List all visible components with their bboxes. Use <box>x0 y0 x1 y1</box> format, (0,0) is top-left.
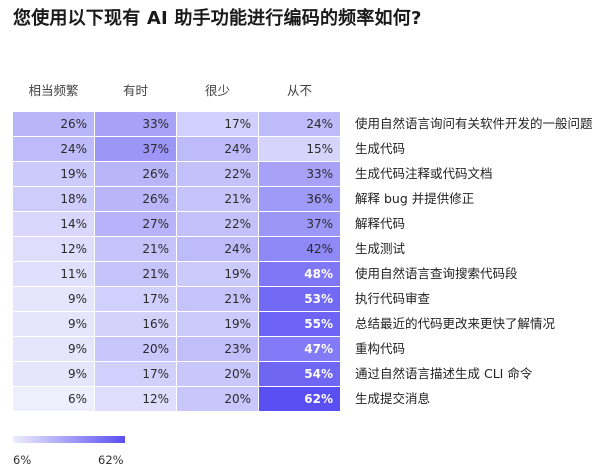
heatmap-cell: 6% <box>13 387 94 411</box>
heatmap-row: 6% 12% 20% 62% <box>13 387 341 412</box>
heatmap-row: 18% 26% 21% 36% <box>13 187 341 212</box>
heatmap-cell: 24% <box>177 237 258 261</box>
chart-title: 您使用以下现有 AI 助手功能进行编码的频率如何? <box>13 8 422 29</box>
heatmap-cell: 24% <box>177 137 258 161</box>
heatmap-cell: 33% <box>95 112 176 136</box>
heatmap-cell: 22% <box>177 212 258 236</box>
heatmap-cell: 21% <box>177 287 258 311</box>
heatmap-cell: 18% <box>13 187 94 211</box>
heatmap-cell: 24% <box>13 137 94 161</box>
heatmap-cell: 9% <box>13 337 94 361</box>
row-label: 解释代码 <box>355 216 406 231</box>
heatmap-cell: 20% <box>95 337 176 361</box>
heatmap-row: 24% 37% 24% 15% <box>13 137 341 162</box>
heatmap-cell: 54% <box>259 362 340 386</box>
column-header: 有时 <box>122 83 148 98</box>
heatmap-cell: 33% <box>259 162 340 186</box>
row-label: 解释 bug 并提供修正 <box>355 191 475 206</box>
row-label: 执行代码审查 <box>355 291 431 306</box>
row-label: 生成代码 <box>355 141 406 156</box>
row-label: 生成测试 <box>355 241 406 256</box>
heatmap-cell: 9% <box>13 287 94 311</box>
heatmap-row: 14% 27% 22% 37% <box>13 212 341 237</box>
heatmap-cell: 26% <box>95 162 176 186</box>
row-label: 生成代码注释或代码文档 <box>355 166 493 181</box>
legend-min-label: 6% <box>13 453 32 467</box>
heatmap-cell: 48% <box>259 262 340 286</box>
heatmap-cell: 21% <box>177 187 258 211</box>
heatmap-cell: 20% <box>177 362 258 386</box>
heatmap-cell: 36% <box>259 187 340 211</box>
heatmap-row: 9% 17% 20% 54% <box>13 362 341 387</box>
heatmap-cell: 16% <box>95 312 176 336</box>
heatmap-cell: 55% <box>259 312 340 336</box>
heatmap-cell: 23% <box>177 337 258 361</box>
row-label: 重构代码 <box>355 341 406 356</box>
heatmap-cell: 20% <box>177 387 258 411</box>
heatmap-row: 12% 21% 24% 42% <box>13 237 341 262</box>
heatmap-row: 9% 17% 21% 53% <box>13 287 341 312</box>
heatmap-cell: 21% <box>95 237 176 261</box>
heatmap-cell: 22% <box>177 162 258 186</box>
row-label: 使用自然语言询问有关软件开发的一般问题 <box>355 116 593 131</box>
heatmap-cell: 12% <box>95 387 176 411</box>
column-header: 相当频繁 <box>28 83 79 98</box>
heatmap-grid: 26% 33% 17% 24% 24% 37% 24% 15% 19% 26% 22% 33% 18% 2… <box>13 112 341 412</box>
row-label: 总结最近的代码更改来更快了解情况 <box>355 316 556 331</box>
heatmap-row: 11% 21% 19% 48% <box>13 262 341 287</box>
heatmap-cell: 42% <box>259 237 340 261</box>
heatmap-cell: 9% <box>13 312 94 336</box>
row-label: 通过自然语言描述生成 CLI 命令 <box>355 366 533 381</box>
heatmap-row: 9% 20% 23% 47% <box>13 337 341 362</box>
heatmap-cell: 26% <box>13 112 94 136</box>
heatmap-cell: 27% <box>95 212 176 236</box>
color-legend-bar <box>13 436 125 443</box>
column-header: 从不 <box>286 83 312 98</box>
heatmap-cell: 12% <box>13 237 94 261</box>
heatmap-cell: 19% <box>177 312 258 336</box>
row-label: 使用自然语言查询搜索代码段 <box>355 266 518 281</box>
heatmap-cell: 15% <box>259 137 340 161</box>
heatmap-cell: 47% <box>259 337 340 361</box>
heatmap-cell: 24% <box>259 112 340 136</box>
heatmap-cell: 17% <box>95 287 176 311</box>
heatmap-cell: 62% <box>259 387 340 411</box>
heatmap-cell: 17% <box>95 362 176 386</box>
heatmap-cell: 14% <box>13 212 94 236</box>
heatmap-cell: 37% <box>259 212 340 236</box>
legend-max-label: 62% <box>98 453 124 467</box>
heatmap-cell: 9% <box>13 362 94 386</box>
heatmap-cell: 19% <box>177 262 258 286</box>
heatmap-cell: 19% <box>13 162 94 186</box>
heatmap-row: 9% 16% 19% 55% <box>13 312 341 337</box>
heatmap-cell: 11% <box>13 262 94 286</box>
heatmap-cell: 17% <box>177 112 258 136</box>
heatmap-cell: 26% <box>95 187 176 211</box>
heatmap-row: 19% 26% 22% 33% <box>13 162 341 187</box>
column-header: 很少 <box>204 83 230 98</box>
heatmap-cell: 37% <box>95 137 176 161</box>
heatmap-row: 26% 33% 17% 24% <box>13 112 341 137</box>
heatmap-cell: 53% <box>259 287 340 311</box>
heatmap-cell: 21% <box>95 262 176 286</box>
row-label: 生成提交消息 <box>355 391 431 406</box>
